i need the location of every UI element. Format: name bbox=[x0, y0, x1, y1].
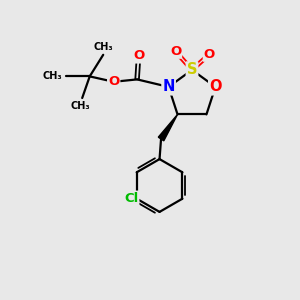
Text: O: O bbox=[204, 48, 215, 61]
Text: Cl: Cl bbox=[124, 192, 138, 205]
Text: CH₃: CH₃ bbox=[71, 101, 91, 111]
Text: S: S bbox=[187, 62, 197, 77]
Text: N: N bbox=[162, 80, 175, 94]
Text: O: O bbox=[209, 80, 222, 94]
Text: O: O bbox=[133, 50, 144, 62]
Text: O: O bbox=[108, 75, 119, 88]
Text: CH₃: CH₃ bbox=[94, 42, 114, 52]
Text: CH₃: CH₃ bbox=[43, 71, 62, 81]
Polygon shape bbox=[158, 114, 178, 141]
Text: O: O bbox=[170, 45, 181, 58]
